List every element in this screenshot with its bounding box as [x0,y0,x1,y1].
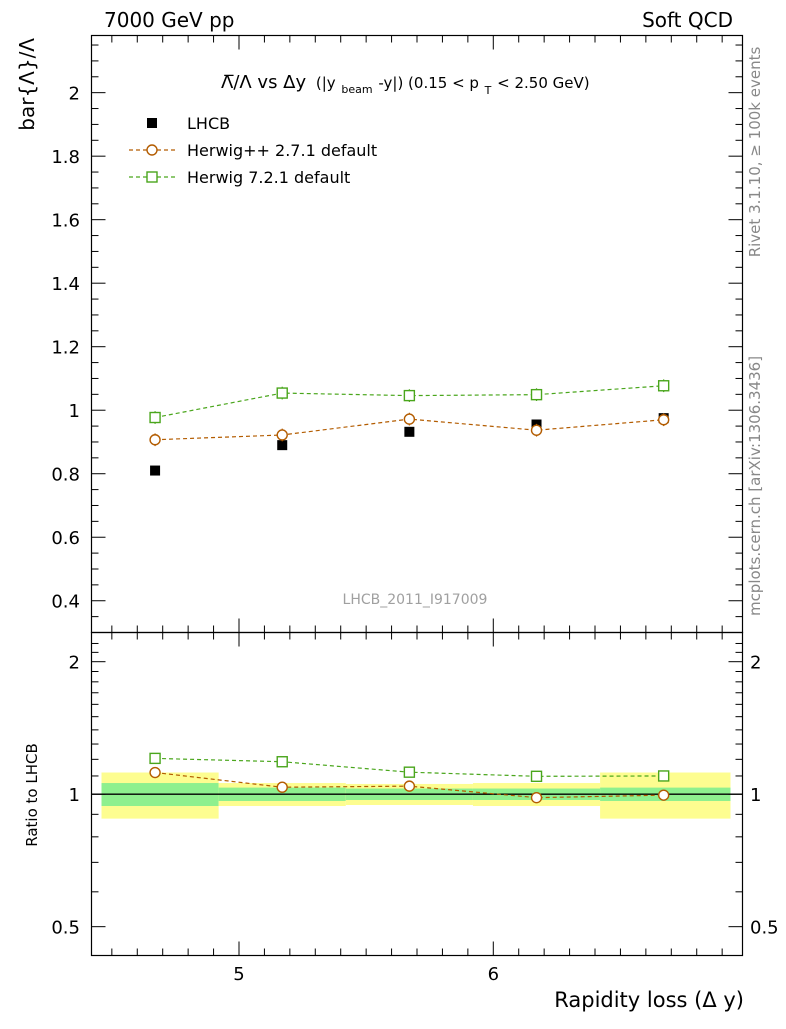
x-axis-label: Rapidity loss (Δ y) [554,988,744,1012]
main-y-tick-label: 1 [69,401,80,422]
legend-label-lhcb: LHCB [187,114,230,133]
legend-label-herwigpp: Herwig++ 2.7.1 default [187,141,377,160]
title-main: Λ̅/Λ vs Δy [221,72,306,93]
ratio-y-tick-label-right: 1 [750,785,761,806]
title-beam-subscript: beam [341,83,372,96]
ratio-point-herwig7 [403,766,416,778]
main-y-tick-label: 1.4 [51,274,80,295]
ratio-y-axis-label: Ratio to LHCB [23,743,41,847]
ratio-point-herwigpp [276,781,288,793]
data-point-herwigpp [149,434,161,446]
legend-label-herwig7: Herwig 7.2.1 default [187,168,350,187]
main-y-tick-label: 2 [69,84,80,105]
main-y-tick-label: 0.8 [51,465,80,486]
data-point-herwig7 [657,380,670,392]
ratio-point-herwig7 [530,770,543,783]
data-point-herwigpp [403,413,416,425]
data-point-herwigpp [657,414,670,426]
legend-item-herwigpp: Herwig++ 2.7.1 default [129,141,377,160]
data-point-herwig7 [530,388,543,401]
title-sub3: < 2.50 GeV) [497,74,589,92]
x-tick-label: 6 [488,964,499,985]
ratio-plot-frame [90,631,744,957]
mcplots-label: mcplots.cern.ch [arXiv:1306.3436] [746,356,764,616]
legend-item-lhcb: LHCB [147,114,230,133]
main-y-tick-label: 1.2 [51,338,80,359]
ratio-point-herwigpp [657,789,670,801]
ratio-point-herwig7 [657,770,670,782]
legend-marker-herwigpp [146,144,158,156]
ratio-point-herwigpp [149,766,161,779]
title-sub1: (|y [316,74,336,92]
legend-marker-lhcb [147,118,157,128]
main-y-tick-labels: 0.4 0.6 0.8 1 1.2 1.4 1.6 1.8 2 [51,84,80,613]
data-point-herwig7 [149,411,161,424]
main-y-tick-label: 0.6 [51,528,80,549]
analysis-watermark: LHCB_2011_I917009 [343,592,488,608]
ratio-y-tick-label-right: 0.5 [750,918,779,939]
ratio-point-herwig7 [276,756,288,768]
ratio-point-herwigpp [530,791,543,804]
ratio-y-tick-labels: 0.5 0.5 1 1 2 2 [51,653,778,939]
ratio-point-herwig7 [149,752,161,765]
ratio-y-tick-label-left: 1 [69,785,80,806]
main-y-tick-label: 1.6 [51,211,80,232]
ratio-y-tick-label-left: 0.5 [51,918,80,939]
header-right: Soft QCD [642,8,733,32]
main-axis-ticks [91,35,743,633]
ratio-point-herwigpp [403,780,416,792]
data-point-lhcb [277,440,288,451]
x-tick-label: 5 [233,964,244,985]
data-point-lhcb [404,426,415,437]
ratio-y-tick-label-right: 2 [750,653,761,674]
main-series-layer [149,379,670,476]
title-sub2: -y|) (0.15 < p [378,74,479,92]
legend-marker-herwig7 [146,171,158,183]
ratio-series-layer [149,752,670,804]
main-title: Λ̅/Λ vs Δy (|y beam -y|) (0.15 < p T < 2… [221,72,590,99]
ratio-y-tick-label-left: 2 [69,653,80,674]
legend: LHCB Herwig++ 2.7.1 default Herwig 7.2.1… [129,114,377,187]
legend-item-herwig7: Herwig 7.2.1 default [129,168,350,187]
main-y-axis-label: bar{Λ}/Λ [15,38,39,131]
data-point-herwigpp [530,424,543,436]
rivet-label: Rivet 3.1.10, ≥ 100k events [746,47,764,258]
title-t-subscript: T [484,84,492,97]
data-point-lhcb [150,465,161,476]
main-panel: 0.4 0.6 0.8 1 1.2 1.4 1.6 1.8 2 bar{Λ}/Λ Λ̅/Λ vs… [15,34,744,634]
data-point-herwig7 [276,387,288,399]
header-left: 7000 GeV pp [104,8,235,32]
data-point-herwigpp [276,429,288,441]
ratio-axis-ticks [91,632,743,956]
main-y-tick-label: 0.4 [51,592,80,613]
data-point-herwig7 [403,389,416,402]
main-y-tick-label: 1.8 [51,147,80,168]
series-line-herwig7 [154,385,664,419]
